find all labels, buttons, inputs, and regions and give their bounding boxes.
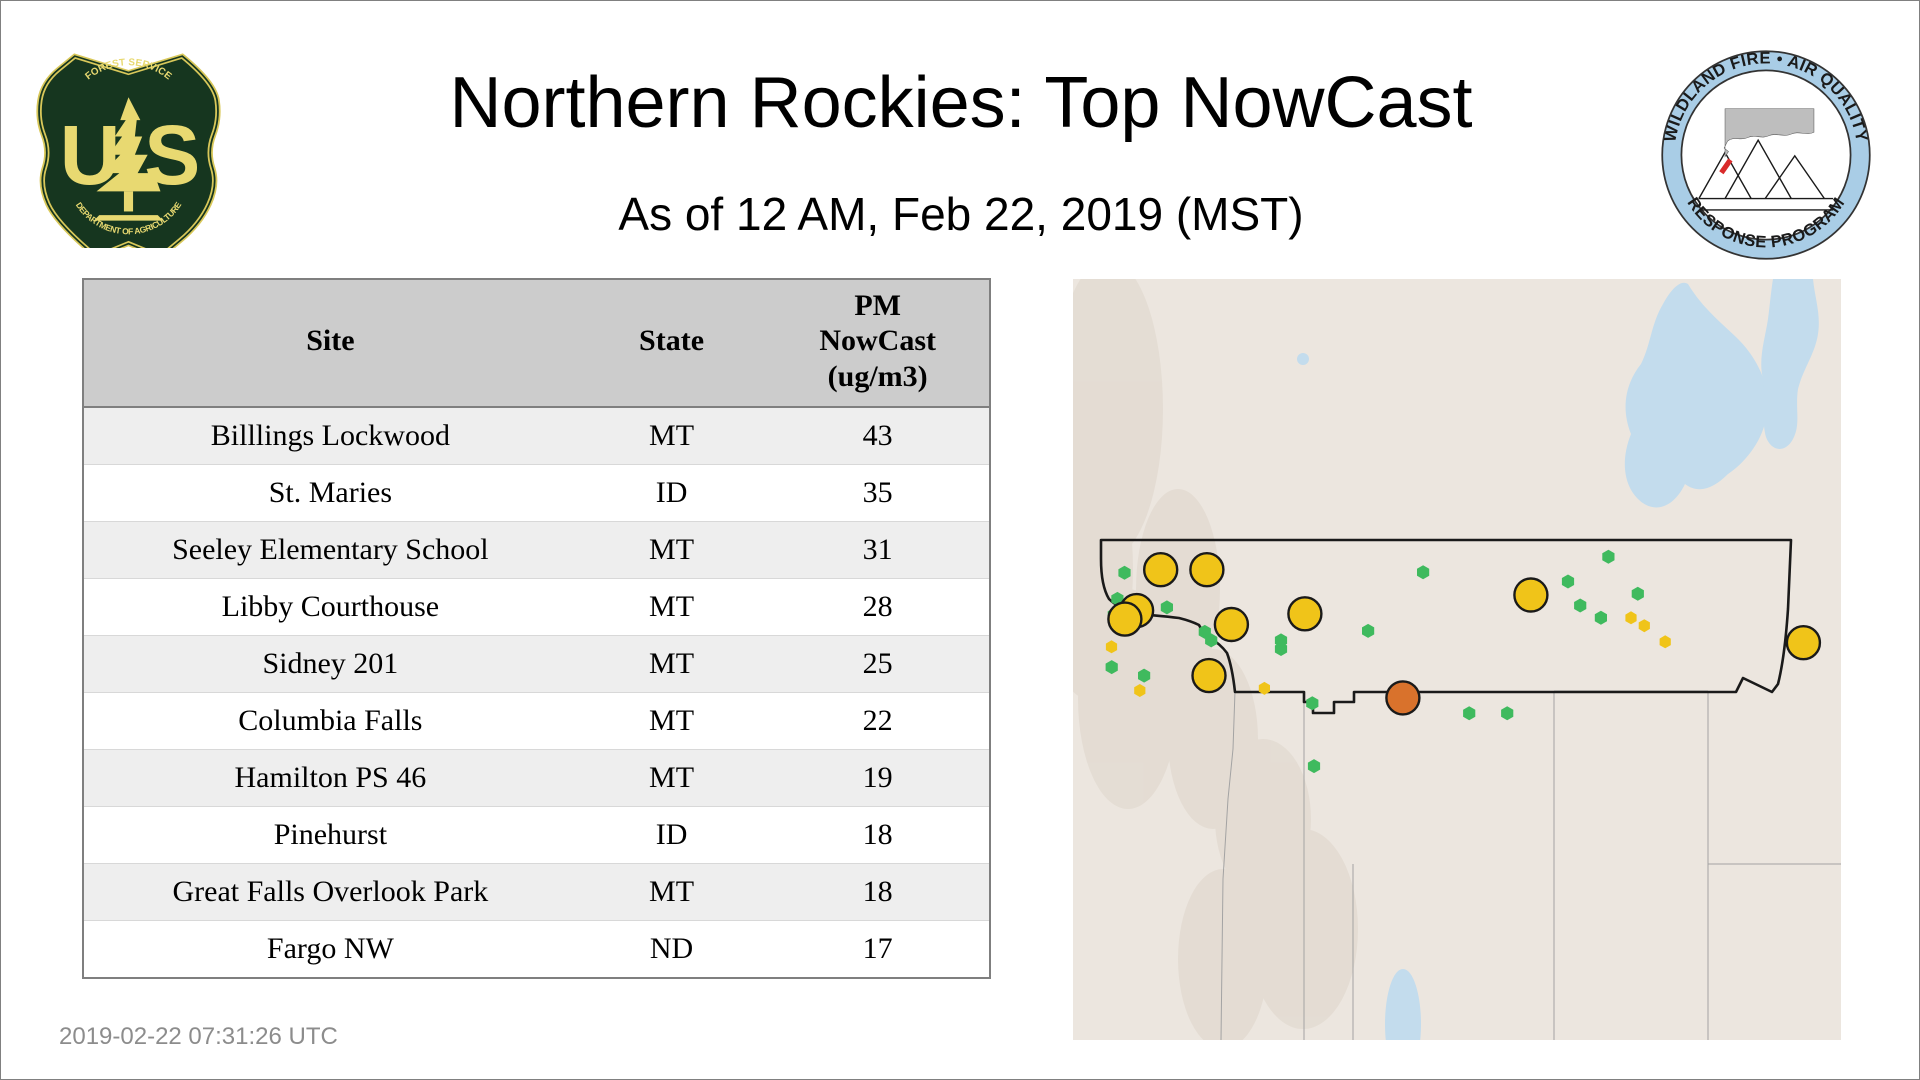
svg-text:U: U: [60, 108, 121, 202]
svg-text:S: S: [144, 108, 200, 202]
